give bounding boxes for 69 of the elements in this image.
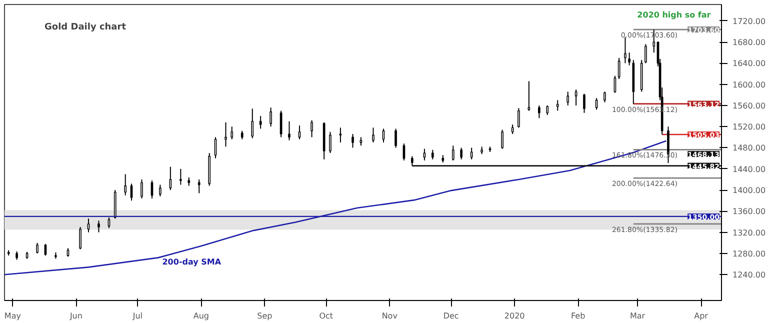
x-tick-label: Feb [571,312,586,320]
candlestick [556,100,559,112]
y-tick-label: 1600.00 [732,80,766,90]
candlestick [230,126,234,140]
candlestick [140,178,143,199]
x-tick-label: 2020 [504,312,525,320]
candlestick [372,127,374,143]
y-tick-label: 1480.00 [732,144,766,153]
x-tick-label: May [4,312,22,320]
y-tick-label: 1360.00 [732,207,766,216]
candlestick [624,36,626,64]
candlestick [566,91,570,106]
x-tick-label: Jun [68,312,82,320]
candlestick [501,129,504,150]
candlestick [574,89,578,106]
x-tick-label: Sep [257,312,272,320]
candlestick [431,149,434,160]
candlestick [644,44,647,64]
y-tick-label: 1240.00 [732,270,766,280]
candlestick [198,178,200,194]
y-tick-label: 1520.00 [732,122,766,132]
candlestick [511,124,514,134]
candlestick [518,108,520,128]
candlestick [108,217,110,229]
candlestick [310,120,313,138]
annotation: 2020 high so far [637,10,711,20]
candlestick [410,156,414,166]
candlestick [452,145,454,161]
x-tick-label: Mar [630,312,646,320]
y-tick-label: 1400.00 [732,186,766,196]
x-tick-label: Aug [193,312,209,320]
candlestick [583,93,586,114]
text: Gold Daily chart [44,22,127,32]
candlestick [224,122,227,148]
candlestick [546,104,549,116]
candlestick [169,166,172,191]
candlestick [628,52,630,66]
y-tick-label: 1720.00 [732,16,766,26]
y-tick-label: 1280.00 [732,249,766,258]
candlestick [352,134,354,148]
candlestick [538,104,540,119]
candlestick [124,174,127,196]
candlestick [270,107,272,128]
x-tick-label: Oct [319,312,334,320]
candlestick [460,147,462,160]
x-tick-label: Apr [694,312,709,320]
y-tick-label: 1640.00 [732,59,766,68]
candlestick [98,220,100,233]
candlestick [180,168,182,186]
y-tick-label: 1560.00 [732,101,766,110]
x-tick-label: Jul [132,312,142,320]
candlestick [251,108,254,139]
x-tick-label: Dec [443,312,459,320]
y-tick-label: 1440.00 [732,164,766,174]
candlestick [528,80,530,112]
candlestick [339,127,342,143]
candlestick [329,131,332,154]
candlestick [423,148,426,161]
y-tick-label: 1320.00 [732,228,766,238]
y-tick-label: 1680.00 [732,38,766,48]
candlestick [79,226,82,250]
candlestick [288,120,290,141]
candlestick [259,116,262,130]
annotation: 200-day SMA [162,258,222,267]
x-tick-label: Nov [382,312,398,320]
candlestick [394,128,397,148]
candlestick [36,242,38,254]
candlestick [604,91,606,103]
candlestick [159,184,162,197]
